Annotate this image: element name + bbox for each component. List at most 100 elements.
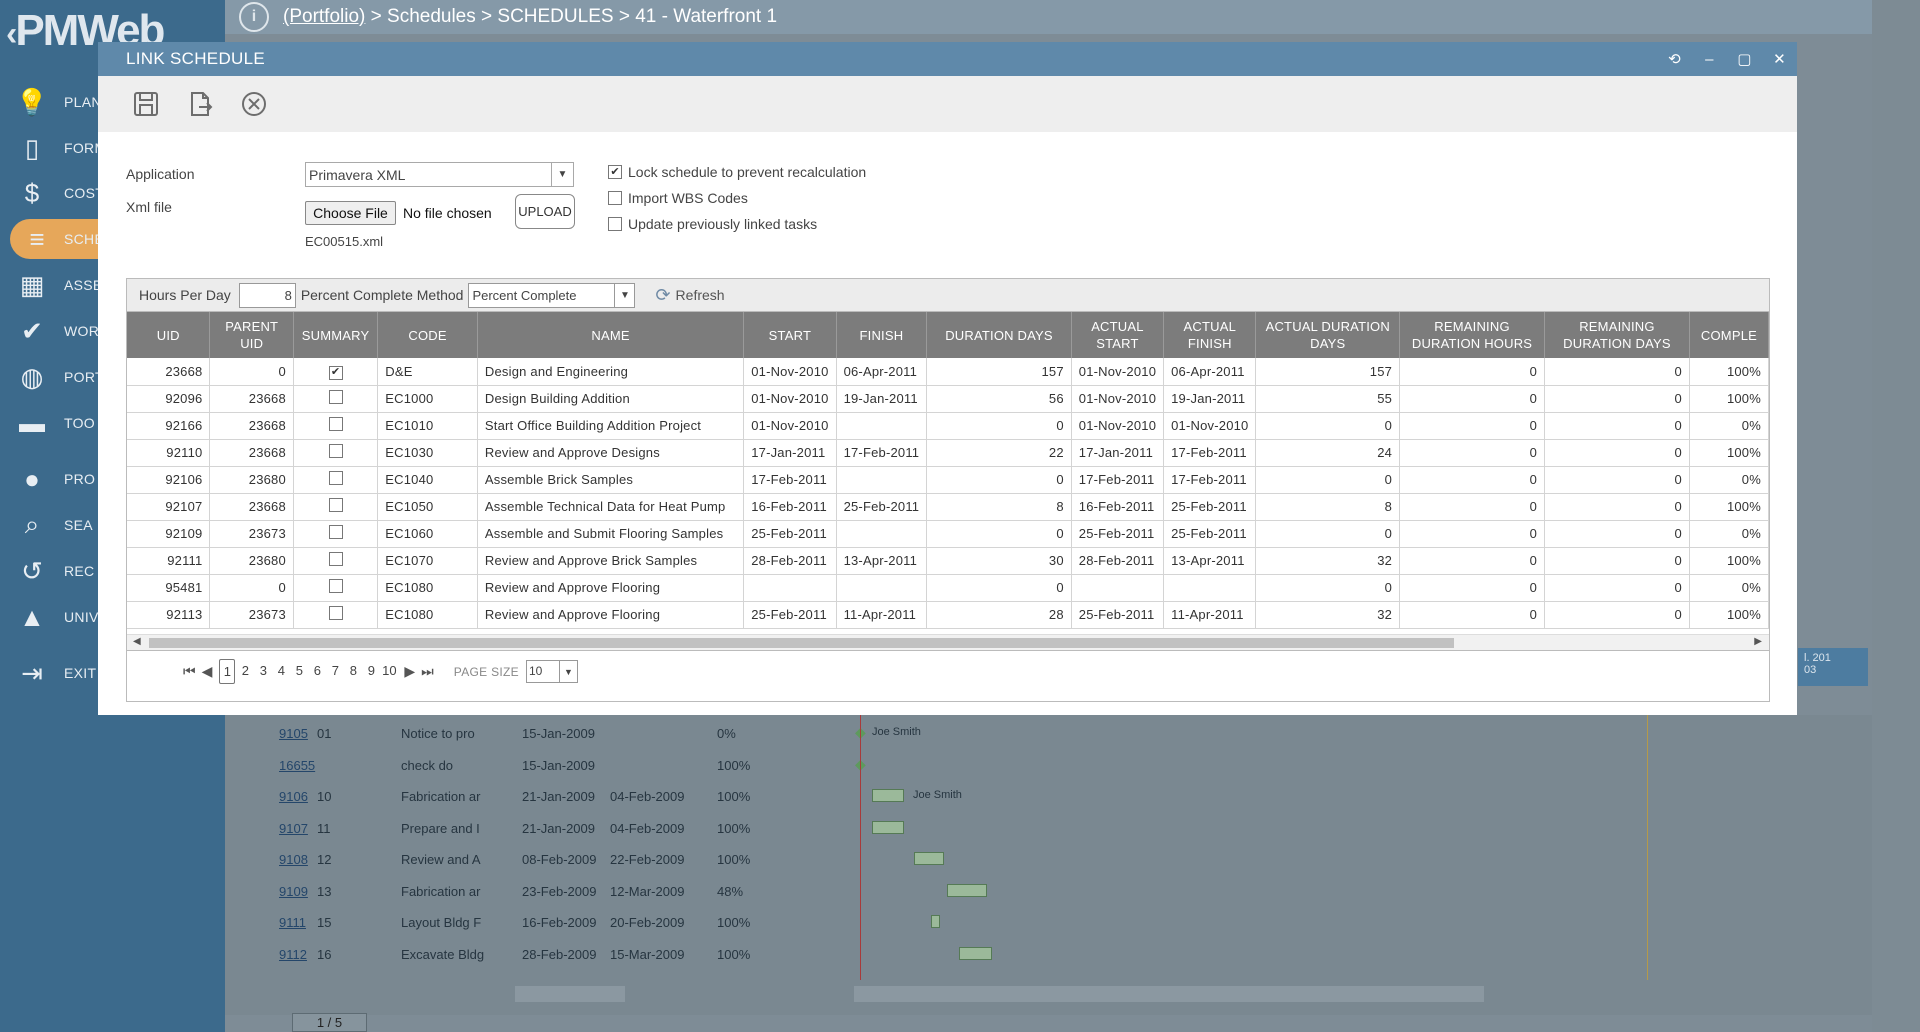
refresh-window-icon[interactable]: ⟲ <box>1668 51 1681 68</box>
column-header[interactable]: CODE <box>377 312 478 358</box>
column-header[interactable]: NAME <box>477 312 745 358</box>
last-page-icon[interactable]: ⏭ <box>421 663 434 679</box>
table-row[interactable]: 95481 0 EC1080 Review and Approve Flooring 0… <box>127 574 1769 602</box>
sidebar-item-sea[interactable]: ⌕ SEA <box>0 505 225 545</box>
page-link[interactable]: 4 <box>277 663 285 678</box>
import-wbs-checkbox[interactable] <box>608 191 622 205</box>
sidebar-item-cost[interactable]: $ COST <box>0 173 225 213</box>
table-row[interactable]: 92109 23673 EC1060 Assemble and Submit Floo… <box>127 520 1769 548</box>
choose-file-button[interactable]: Choose File <box>305 201 396 225</box>
summary-checkbox[interactable] <box>328 498 343 512</box>
column-header[interactable]: ACTUAL FINISH <box>1163 312 1257 358</box>
task-id-link[interactable]: 9109 <box>279 883 308 899</box>
page-size-select[interactable]: 10 ▼ <box>525 660 578 683</box>
summary-checkbox[interactable] <box>328 444 343 458</box>
column-header[interactable]: FINISH <box>836 312 928 358</box>
sidebar-item-port[interactable]: ◍ PORT <box>0 357 225 397</box>
task-id-link[interactable]: 9112 <box>279 946 307 962</box>
column-header[interactable]: REMAINING DURATION HOURS <box>1399 312 1545 358</box>
sidebar-item-asse[interactable]: ▦ ASSE <box>0 265 225 305</box>
grid-horizontal-scrollbar[interactable]: ◀ ▶ <box>127 634 1769 650</box>
page-link[interactable]: 6 <box>313 663 321 678</box>
summary-checkbox[interactable]: ✔ <box>328 365 343 380</box>
maximize-icon[interactable]: ▢ <box>1737 51 1752 68</box>
task-id-link[interactable]: 9105 <box>279 726 308 741</box>
scroll-right-icon[interactable]: ▶ <box>1754 636 1762 647</box>
table-row[interactable]: 92111 23680 EC1070 Review and Approve Brick… <box>127 547 1769 575</box>
hours-per-day-input[interactable]: 8 <box>238 282 296 308</box>
gantt-bar[interactable] <box>914 852 944 865</box>
task-id-link[interactable]: 9108 <box>279 852 308 867</box>
table-row[interactable]: 92113 23673 EC1080 Review and Approve Floor… <box>127 601 1769 629</box>
update-linked-checkbox[interactable] <box>608 217 622 231</box>
sidebar-item-exit[interactable]: ⇥ EXIT <box>0 653 225 693</box>
task-id-link[interactable]: 9107 <box>279 820 308 836</box>
summary-checkbox[interactable] <box>328 417 343 431</box>
background-gantt-scrollbar[interactable] <box>854 986 1484 1002</box>
column-header[interactable]: SUMMARY <box>293 312 379 358</box>
column-header[interactable]: ACTUAL START <box>1071 312 1165 358</box>
summary-checkbox[interactable] <box>328 390 343 404</box>
gantt-bar[interactable] <box>872 820 904 834</box>
column-header[interactable]: PARENT UID <box>209 312 294 358</box>
table-row[interactable]: 23668 0 ✔ D&E Design and Engineering 01-Nov-2… <box>127 358 1769 386</box>
task-id-link[interactable]: 9111 <box>279 915 306 930</box>
summary-checkbox[interactable] <box>328 579 343 593</box>
table-row[interactable]: 92107 23668 EC1050 Assemble Technical Data … <box>127 493 1769 521</box>
table-row[interactable]: 92096 23668 EC1000 Design Building Addition… <box>127 385 1769 413</box>
sidebar-item-pro[interactable]: ● PRO <box>0 459 225 499</box>
refresh-button[interactable]: ⟳ Refresh <box>655 285 724 306</box>
sidebar-item-too[interactable]: ▬ TOO <box>0 403 225 443</box>
task-id-link[interactable]: 16655 <box>279 757 316 773</box>
column-header[interactable]: ACTUAL DURATION DAYS <box>1255 312 1401 358</box>
application-select[interactable]: Primavera XML ▼ <box>305 162 574 187</box>
summary-checkbox[interactable] <box>328 525 343 539</box>
prev-page-icon[interactable]: ◀ <box>201 663 213 679</box>
table-row[interactable]: 92110 23668 EC1030 Review and Approve Desig… <box>127 439 1769 467</box>
summary-checkbox[interactable] <box>328 552 343 566</box>
column-header[interactable]: DURATION DAYS <box>926 312 1072 358</box>
breadcrumb-portfolio-link[interactable]: (Portfolio) <box>283 6 366 27</box>
gantt-bar[interactable] <box>872 789 904 802</box>
page-link[interactable]: 9 <box>367 663 375 678</box>
task-id-link[interactable]: 9106 <box>279 789 308 804</box>
sidebar-item-plan[interactable]: 💡 PLAN <box>0 82 225 122</box>
gantt-bar[interactable] <box>947 883 987 897</box>
gantt-bar[interactable] <box>959 946 992 960</box>
sidebar-item-form[interactable]: ▯ FORM <box>0 128 225 168</box>
column-header[interactable]: COMPLE <box>1689 312 1769 358</box>
next-page-icon[interactable]: ▶ <box>404 663 416 679</box>
sidebar-item-wor[interactable]: ✔ WOR <box>0 311 225 351</box>
column-header[interactable]: START <box>743 312 837 358</box>
background-pager[interactable]: 1 / 5 <box>292 1013 367 1032</box>
gantt-bar[interactable] <box>931 915 940 928</box>
page-link[interactable]: 3 <box>259 663 267 678</box>
close-icon[interactable]: ✕ <box>1773 51 1786 68</box>
percent-complete-method-select[interactable]: Percent Complete ▼ <box>468 282 636 308</box>
save-button[interactable] <box>128 86 164 122</box>
table-row[interactable]: 92106 23680 EC1040 Assemble Brick Samples 17… <box>127 466 1769 494</box>
upload-button[interactable]: UPLOAD <box>515 194 575 229</box>
lock-schedule-checkbox[interactable]: ✔ <box>608 165 622 179</box>
sidebar-item-rec[interactable]: ↺ REC <box>0 551 225 591</box>
page-link[interactable]: 5 <box>295 663 303 678</box>
page-link[interactable]: 8 <box>349 663 357 678</box>
background-grid-scrollbar[interactable] <box>515 986 625 1002</box>
page-link[interactable]: 10 <box>382 663 397 678</box>
summary-checkbox[interactable] <box>328 471 343 485</box>
info-icon[interactable]: i <box>239 2 269 32</box>
first-page-icon[interactable]: ⏮ <box>183 663 196 679</box>
table-row[interactable]: 92166 23668 EC1010 Start Office Building Ad… <box>127 412 1769 440</box>
cancel-button[interactable] <box>236 86 272 122</box>
column-header[interactable]: UID <box>127 312 211 358</box>
page-link[interactable]: 1 <box>219 659 236 684</box>
background-vertical-scrollbar[interactable] <box>1872 0 1920 1032</box>
page-link[interactable]: 2 <box>241 663 249 678</box>
scroll-left-icon[interactable]: ◀ <box>133 636 141 647</box>
save-and-close-button[interactable] <box>182 86 218 122</box>
summary-checkbox[interactable] <box>328 606 343 620</box>
scrollbar-thumb[interactable] <box>149 638 1454 648</box>
minimize-icon[interactable]: – <box>1705 50 1714 68</box>
column-header[interactable]: REMAINING DURATION DAYS <box>1544 312 1690 358</box>
page-link[interactable]: 7 <box>331 663 339 678</box>
